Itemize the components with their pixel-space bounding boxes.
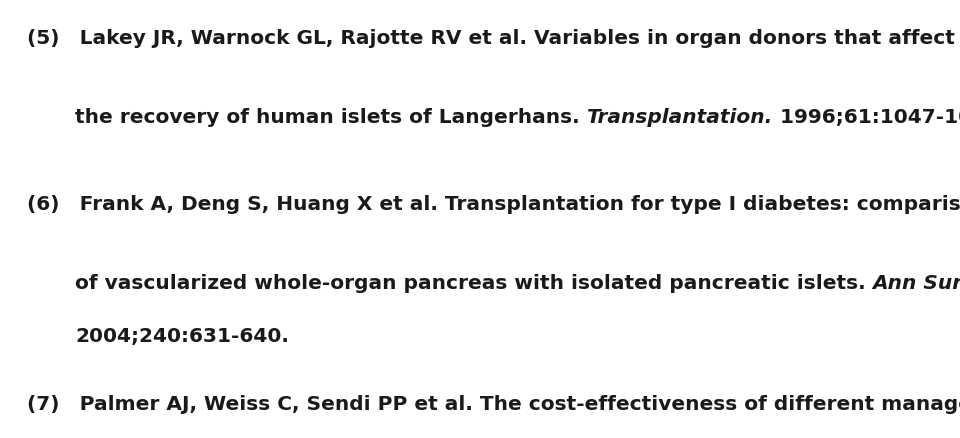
Text: the recovery of human islets of Langerhans.: the recovery of human islets of Langerha… [75, 107, 587, 126]
Text: (6) Frank A, Deng S, Huang X et al. Transplantation for type I diabetes: compari: (6) Frank A, Deng S, Huang X et al. Tran… [27, 195, 960, 214]
Text: 2004;240:631-640.: 2004;240:631-640. [75, 326, 289, 345]
Text: Transplantation.: Transplantation. [587, 107, 773, 126]
Text: Ann Surg.: Ann Surg. [873, 274, 960, 293]
Text: (7) Palmer AJ, Weiss C, Sendi PP et al. The cost-effectiveness of different mana: (7) Palmer AJ, Weiss C, Sendi PP et al. … [27, 394, 960, 413]
Text: of vascularized whole-organ pancreas with isolated pancreatic islets.: of vascularized whole-organ pancreas wit… [75, 274, 873, 293]
Text: (5) Lakey JR, Warnock GL, Rajotte RV et al. Variables in organ donors that affec: (5) Lakey JR, Warnock GL, Rajotte RV et … [27, 28, 955, 47]
Text: 1996;61:1047-1053.: 1996;61:1047-1053. [773, 107, 960, 126]
